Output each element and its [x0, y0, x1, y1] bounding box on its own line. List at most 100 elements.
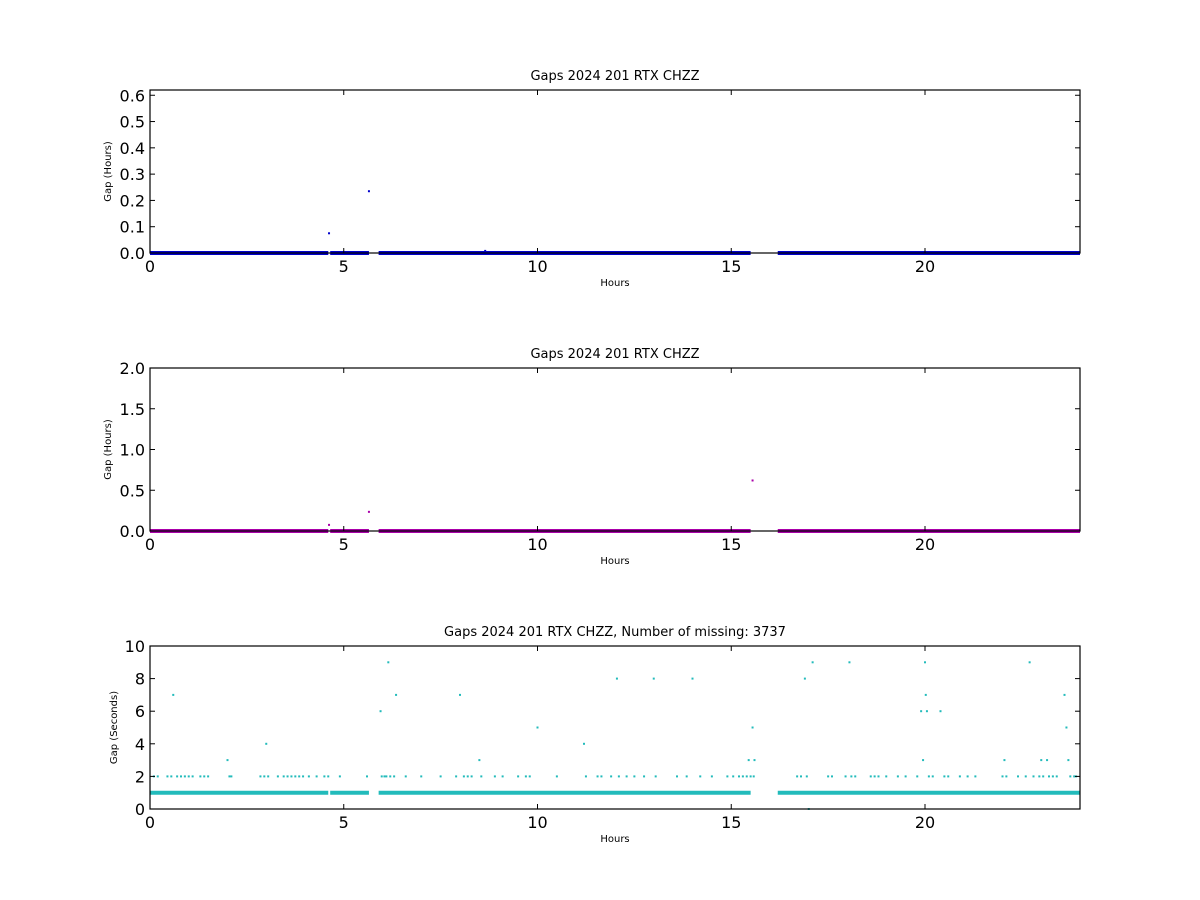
data-point	[885, 775, 888, 778]
data-point	[924, 661, 926, 664]
data-point	[1065, 726, 1068, 729]
y-tick-label: 0.5	[120, 113, 145, 132]
y-tick-label: 1.0	[120, 441, 145, 460]
y-tick-label: 0.5	[120, 481, 145, 500]
data-point	[931, 775, 934, 778]
y-tick-label: 6	[135, 702, 145, 721]
data-point	[617, 775, 620, 778]
data-point	[1017, 775, 1019, 778]
data-point	[1028, 661, 1031, 664]
data-point	[751, 479, 754, 482]
data-point	[643, 775, 646, 778]
data-point	[726, 775, 729, 778]
data-point	[1046, 759, 1049, 762]
data-point	[752, 775, 755, 778]
data-point	[966, 775, 969, 778]
data-point	[800, 775, 802, 778]
x-tick-label: 20	[915, 813, 935, 832]
data-point	[170, 775, 173, 778]
data-point	[230, 775, 233, 778]
data-point	[226, 759, 229, 762]
data-point	[307, 775, 310, 778]
data-point	[203, 775, 206, 778]
data-point	[685, 775, 688, 778]
y-tick-label: 2	[135, 767, 145, 786]
data-point	[877, 775, 880, 778]
data-point	[366, 775, 368, 778]
data-point	[466, 775, 469, 778]
x-tick-label: 20	[915, 535, 935, 554]
data-point	[267, 775, 270, 778]
y-tick-label: 2.0	[120, 359, 145, 378]
y-axis-label: Gap (Hours)	[103, 419, 114, 480]
data-point	[183, 775, 186, 778]
data-point	[1003, 759, 1006, 762]
data-point	[298, 775, 301, 778]
y-tick-label: 0.0	[120, 244, 145, 263]
data-point	[328, 523, 331, 526]
data-point	[676, 775, 678, 778]
data-point	[480, 775, 483, 778]
plot-frame	[149, 89, 1081, 254]
x-tick-label: 10	[527, 257, 547, 276]
data-point	[896, 775, 899, 778]
middle-gap-chart-hours: Gaps 2024 201 RTX CHZZ Hours Gap (Hours)…	[103, 347, 1081, 567]
data-point	[176, 775, 179, 778]
data-point	[459, 693, 461, 696]
y-tick-label: 0.3	[120, 165, 145, 184]
data-point	[691, 677, 694, 680]
data-point	[282, 775, 285, 778]
data-point	[927, 775, 930, 778]
data-point	[848, 661, 851, 664]
data-point	[741, 775, 744, 778]
data-point	[493, 775, 496, 778]
data-point	[827, 775, 830, 778]
data-point	[831, 775, 833, 778]
chart-title: Gaps 2024 201 RTX CHZZ	[530, 69, 699, 84]
data-point	[276, 775, 279, 778]
data-point	[263, 775, 266, 778]
x-axis-label: Hours	[600, 278, 629, 289]
y-tick-label: 0.1	[120, 218, 145, 237]
x-tick-label: 5	[339, 813, 349, 832]
data-point	[265, 742, 268, 745]
data-point	[462, 775, 465, 778]
data-point	[615, 677, 618, 680]
data-point	[524, 775, 527, 778]
data-point	[385, 775, 388, 778]
data-point	[389, 775, 392, 778]
top-gap-chart-hours: Gaps 2024 201 RTX CHZZ Hours Gap (Hours)…	[103, 69, 1081, 289]
data-point	[796, 775, 799, 778]
x-tick-label: 5	[339, 535, 349, 554]
data-point	[1073, 775, 1076, 778]
data-point	[286, 775, 289, 778]
data-point	[1038, 775, 1041, 778]
data-point	[439, 775, 442, 778]
chart-title: Gaps 2024 201 RTX CHZZ	[530, 347, 699, 362]
data-point	[294, 775, 297, 778]
data-point	[850, 775, 853, 778]
data-point	[259, 775, 262, 778]
data-point	[873, 775, 876, 778]
data-point	[753, 759, 756, 762]
data-point	[749, 775, 752, 778]
data-point	[404, 775, 407, 778]
y-tick-label: 8	[135, 670, 145, 689]
y-axis-label: Gap (Seconds)	[109, 691, 120, 764]
data-point	[455, 775, 458, 778]
data-point	[383, 775, 386, 778]
data-point	[610, 775, 613, 778]
data-point	[555, 775, 558, 778]
data-point	[1055, 775, 1058, 778]
data-point	[974, 775, 977, 778]
plot-frame	[149, 645, 1081, 810]
data-point	[732, 775, 735, 778]
data-point	[710, 775, 713, 778]
data-point	[327, 775, 330, 778]
x-axis-label: Hours	[600, 834, 629, 845]
y-axis-label: Gap (Hours)	[103, 141, 114, 202]
chart-title: Gaps 2024 201 RTX CHZZ, Number of missin…	[444, 625, 786, 640]
data-point	[805, 775, 808, 778]
data-point	[947, 775, 950, 778]
data-point	[922, 759, 925, 762]
